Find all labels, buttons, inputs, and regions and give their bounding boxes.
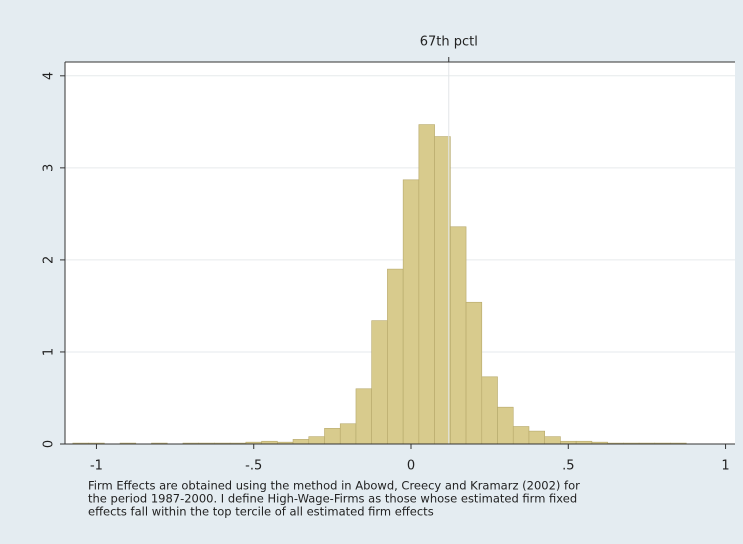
bar xyxy=(308,436,325,445)
y-tick-label: 4 xyxy=(42,72,57,80)
bar xyxy=(528,430,545,445)
y-tick-label: 1 xyxy=(42,348,57,356)
bar xyxy=(481,376,498,445)
bar xyxy=(371,320,388,445)
bar xyxy=(434,136,451,445)
y-tick-label: 3 xyxy=(42,164,57,172)
bar xyxy=(339,423,357,445)
note-line: effects fall within the top tercile of a… xyxy=(88,505,434,519)
x-tick-label: 1 xyxy=(721,459,729,474)
bar xyxy=(387,268,404,445)
bar xyxy=(355,388,372,445)
x-tick-label: 0 xyxy=(407,459,415,474)
reference-label: 67th pctl xyxy=(420,35,478,50)
bar xyxy=(465,301,483,445)
bar xyxy=(497,406,514,445)
bar xyxy=(402,179,420,445)
bar xyxy=(418,124,435,445)
note-line: Firm Effects are obtained using the meth… xyxy=(88,479,580,493)
bar xyxy=(544,436,561,445)
bar xyxy=(292,439,310,445)
y-tick-label: 2 xyxy=(42,256,57,264)
x-tick-label: -1 xyxy=(90,459,103,474)
bar xyxy=(450,226,467,445)
bar xyxy=(512,426,530,445)
bar xyxy=(324,428,341,445)
y-tick-label: 0 xyxy=(42,440,57,448)
note-line: the period 1987-2000. I define High-Wage… xyxy=(88,492,577,506)
x-tick-label: .5 xyxy=(562,459,574,474)
x-tick-label: -.5 xyxy=(245,459,262,474)
